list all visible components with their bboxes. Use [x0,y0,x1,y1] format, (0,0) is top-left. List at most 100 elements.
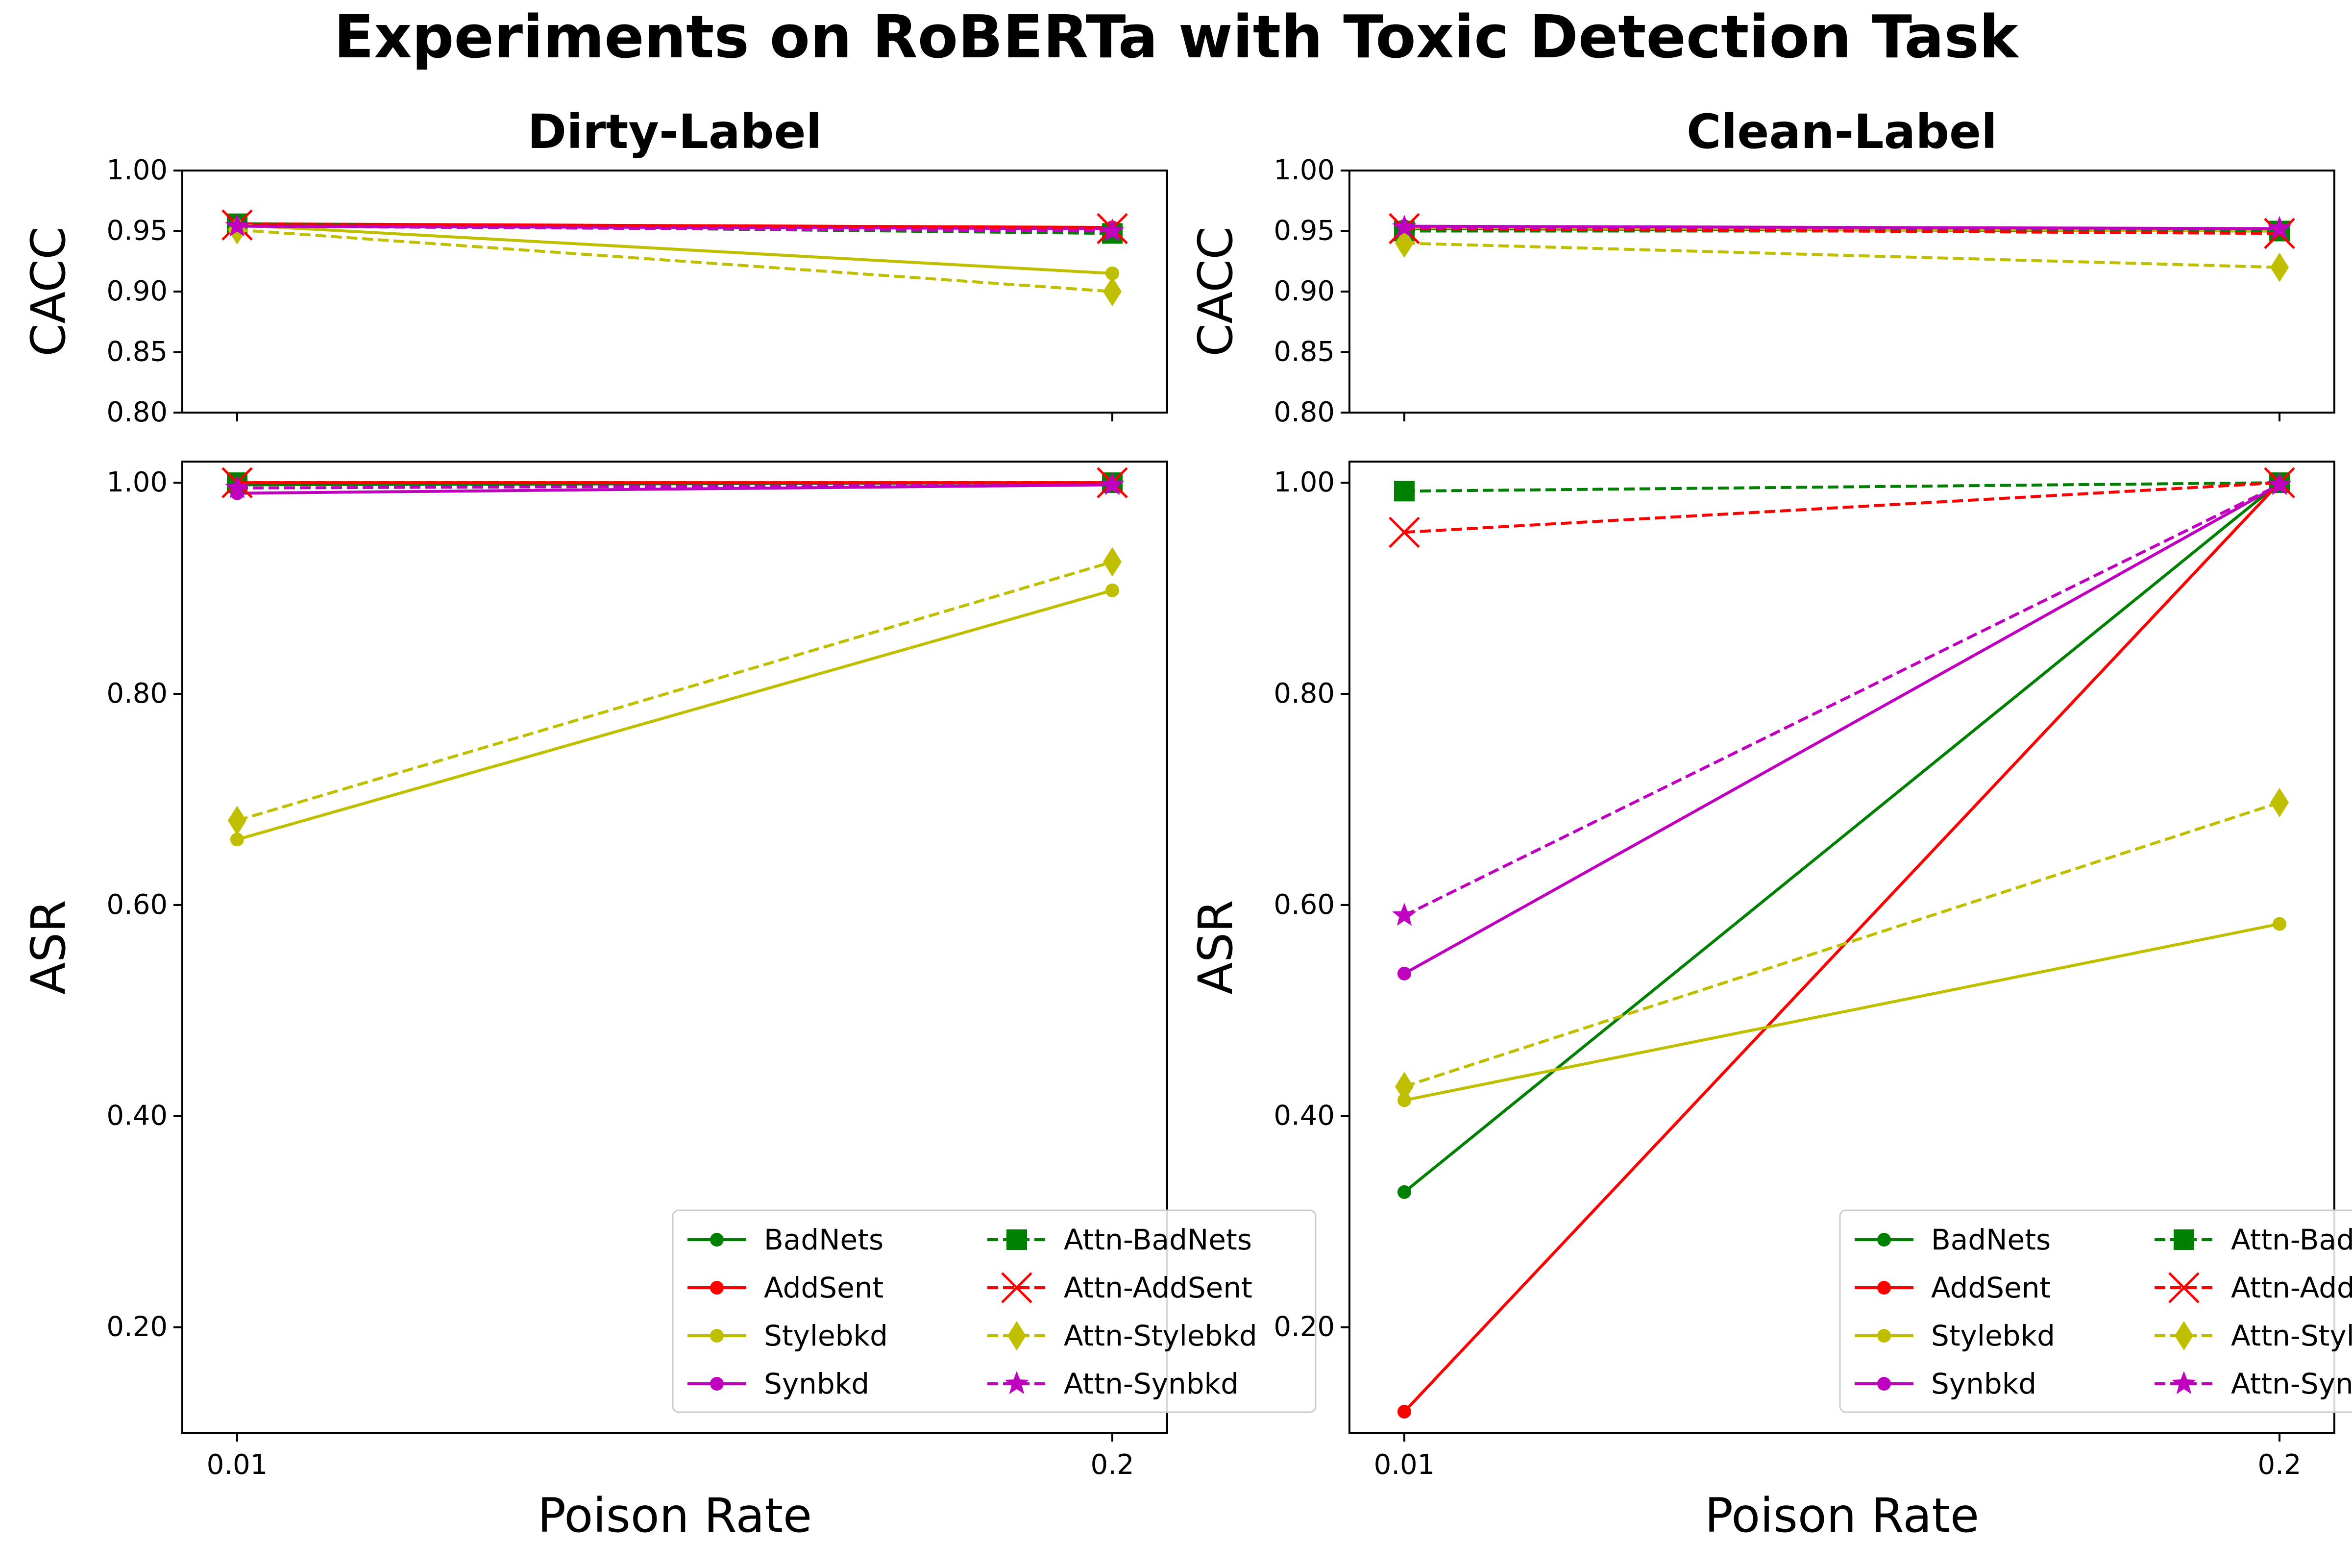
clean-label-legend-entry: Synbkd [1855,1367,2036,1400]
clean-label-legend-label: Attn-Stylebkd [2231,1319,2352,1352]
dirty-label-legend-entry: AddSent [687,1271,883,1304]
dirty-label-asr-point-stylebkd-1 [1105,583,1120,597]
clean-label-legend-marker [1877,1377,1891,1391]
dirty-label-cacc-series-attn-synbkd [225,213,1125,242]
clean-label-legend-entry: Stylebkd [1855,1319,2055,1352]
dirty-label-legend-marker [710,1281,724,1295]
clean-label-legend-marker [1877,1329,1891,1343]
clean-label-asr-xtick-label: 0.01 [1374,1449,1435,1481]
dirty-label-cacc-point-attn-synbkd-0 [225,213,249,237]
dirty-label-legend-entry: Attn-Stylebkd [987,1319,1257,1352]
dirty-label-asr-axes: 1.00 0.80 0.60 0.40 0.20 0.01 0.2 ASR [21,461,1168,1481]
plot-area: Dirty-Label 1.00 0.95 0.90 0.85 0.80 CACC 1.00 0… [21,104,2352,1543]
dirty-label-asr-line-stylebkd [237,588,1113,841]
clean-label-asr-point-attn-stylebkd-0 [1395,1072,1414,1102]
clean-label-asr-ytick-label: 0.60 [1274,889,1335,921]
dirty-label-cacc-ytick-label: 0.85 [106,336,168,368]
clean-label-asr-series-stylebkd [1397,917,2287,1107]
clean-label-cacc-ytick-label: 0.80 [1274,396,1335,428]
clean-label-cacc-ytick-label: 0.90 [1274,275,1335,307]
dirty-label-legend-entry: BadNets [687,1223,883,1256]
dirty-label-legend-marker [1006,1229,1027,1250]
clean-label-legend-marker [2168,1272,2200,1303]
dirty-label-legend-marker [710,1377,724,1391]
dirty-label-legend-label: Synbkd [764,1367,869,1400]
clean-label-asr-line-attn-addsent [1404,481,2280,534]
clean-label-legend-entry: AddSent [1855,1271,2051,1304]
clean-label-asr-line-stylebkd [1404,922,2280,1102]
dirty-label-asr-ytick-label: 1.00 [106,466,168,498]
dirty-label-cacc-point-stylebkd-1 [1105,266,1120,280]
clean-label-legend-label: Synbkd [1931,1367,2036,1400]
dirty-label-asr-series-stylebkd [230,583,1120,847]
dirty-label-legend-box [672,1209,1317,1413]
clean-label-cacc-series-attn-synbkd [1392,215,2292,239]
dirty-label-asr-line-attn-synbkd [237,483,1113,490]
dirty-label-xlabel: Poison Rate [538,1488,812,1543]
dirty-label-legend-label: Attn-AddSent [1064,1271,1252,1304]
dirty-label-legend-marker [1004,1371,1029,1394]
clean-label-asr-point-synbkd-0 [1397,966,1411,980]
clean-label-asr-line-synbkd [1403,483,2280,975]
clean-label-cacc-ytick-label: 1.00 [1274,154,1335,186]
dirty-label-asr-ytick-label: 0.60 [106,889,168,921]
clean-label-asr-series-attn-stylebkd [1395,787,2289,1102]
clean-label-legend-marker [2172,1371,2196,1394]
dirty-label-legend-label: Stylebkd [764,1319,888,1352]
clean-label-asr-line-badnets [1403,481,2280,1194]
dirty-label-legend-entry: Attn-AddSent [987,1271,1252,1304]
dirty-label-asr-point-stylebkd-0 [230,833,244,847]
dirty-label-legend-marker [710,1329,724,1343]
dirty-label-legend-marker [1007,1321,1026,1350]
dirty-label-legend-entry: Synbkd [687,1367,869,1400]
clean-label-asr-frame [1348,461,2335,1434]
dirty-label-legend-label: Attn-Stylebkd [1064,1319,1257,1352]
clean-label-asr-point-attn-synbkd-0 [1392,903,1417,926]
clean-label-asr-ytick-label: 0.80 [1274,678,1335,710]
clean-label-asr-ylabel: ASR [1188,900,1243,994]
clean-label-asr-point-attn-synbkd-1 [2267,472,2292,495]
clean-label-cacc-point-attn-synbkd-1 [2267,216,2292,239]
clean-label-asr-axes: 1.00 0.80 0.60 0.40 0.20 0.01 0.2 ASR [1188,461,2335,1481]
dirty-label-legend: BadNets AddSent Stylebkd Synbkd Attn-BadNets… [672,1209,1317,1413]
dirty-label-cacc-ylabel: CACC [21,226,76,356]
clean-label-asr-point-attn-stylebkd-1 [2270,787,2289,817]
dirty-label-asr-ylabel: ASR [21,900,76,994]
clean-label-asr-line-attn-synbkd [1403,483,2280,917]
clean-label-legend-marker [1877,1281,1891,1295]
clean-label-cacc-line-attn-stylebkd [1404,242,2280,269]
clean-label-cacc-line-attn-synbkd [1404,226,2280,230]
dirty-label-legend-label: Attn-BadNets [1064,1223,1252,1256]
dirty-label-asr-point-attn-synbkd-1 [1100,472,1125,495]
clean-label-cacc-axes: 1.00 0.95 0.90 0.85 0.80 CACC [1188,154,2335,428]
clean-label-asr-line-attn-stylebkd [1404,801,2280,1088]
dirty-label-title: Dirty-Label [528,104,822,159]
clean-label-legend: BadNets AddSent Stylebkd Synbkd Attn-BadNets… [1839,1209,2352,1413]
dirty-label-asr-xtick-label: 0.2 [1091,1449,1134,1481]
dirty-label-asr-series-attn-synbkd [225,472,1125,498]
clean-label-legend-label: Attn-Synbkd [2231,1367,2352,1400]
clean-label-asr-ytick-label: 0.20 [1274,1311,1335,1343]
clean-label-asr-point-badnets-0 [1397,1185,1411,1199]
clean-label-legend-marker [2174,1229,2194,1250]
clean-label-asr-series-attn-synbkd [1392,472,2292,926]
clean-label-legend-marker [2175,1321,2193,1350]
dirty-label-asr-point-attn-stylebkd-0 [227,806,246,835]
dirty-label-legend-label: BadNets [764,1223,883,1256]
clean-label-title: Clean-Label [1687,104,1997,159]
clean-label-legend-label: Attn-AddSent [2231,1271,2352,1304]
clean-label-asr-ytick-label: 1.00 [1274,466,1335,498]
dirty-label-asr-xtick-label: 0.01 [207,1449,268,1481]
clean-label-cacc-ytick-label: 0.95 [1274,215,1335,247]
dirty-label-cacc-ytick-label: 1.00 [106,154,168,186]
figure-suptitle: Experiments on RoBERTa with Toxic Detect… [334,3,2020,72]
clean-label-cacc-ytick-label: 0.85 [1274,336,1335,368]
clean-label-asr-xtick-label: 0.2 [2258,1449,2302,1481]
dirty-label-cacc-line-stylebkd [237,223,1113,275]
clean-label-asr-line-addsent [1403,482,2281,1413]
dirty-label-cacc-ytick-label: 0.80 [106,396,168,428]
clean-label-asr-point-attn-badnets-0 [1394,481,1415,502]
dirty-label-cacc-axes: 1.00 0.95 0.90 0.85 0.80 CACC [21,154,1168,428]
dirty-label-asr-series-attn-stylebkd [227,547,1122,835]
